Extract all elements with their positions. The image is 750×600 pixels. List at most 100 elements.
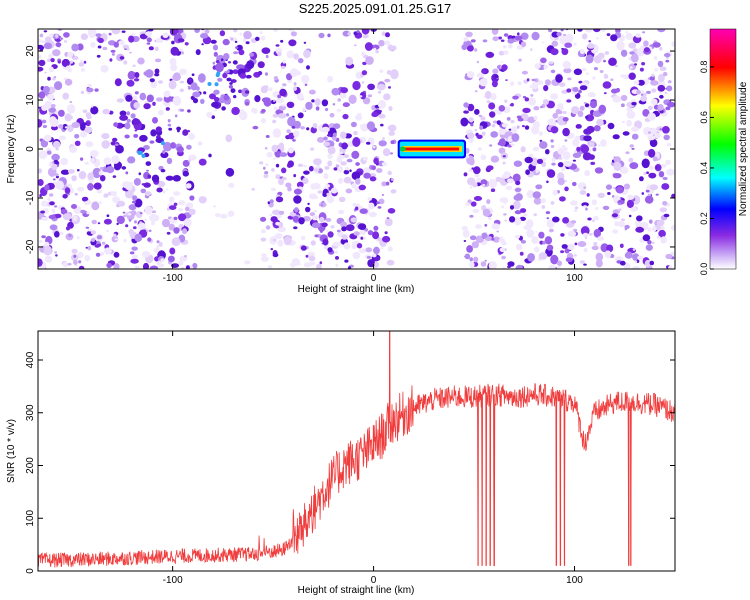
spectral-speckle <box>170 63 178 72</box>
spectral-speckle <box>355 162 360 166</box>
spectral-speckle <box>252 125 259 130</box>
spectral-speckle <box>542 240 546 245</box>
spectral-speckle <box>163 90 171 98</box>
spectral-speckle <box>61 58 70 68</box>
spectral-speckle <box>103 193 109 198</box>
spectral-speckle <box>578 89 582 94</box>
spectral-speckle <box>513 160 523 167</box>
spectral-speckle <box>48 107 56 113</box>
snr-series-line <box>38 331 675 568</box>
spectral-speckle <box>488 179 498 189</box>
spectral-speckle <box>654 132 661 139</box>
spectral-speckle <box>337 165 343 173</box>
spectral-speckle <box>322 238 329 246</box>
spectral-speckle <box>38 59 46 67</box>
spectral-speckle <box>540 198 546 204</box>
spectral-speckle <box>110 191 117 197</box>
spectral-speckle <box>314 168 320 172</box>
spectral-speckle <box>475 224 482 229</box>
spectral-speckle <box>361 81 365 84</box>
spectral-speckle <box>373 246 380 255</box>
spectral-speckle <box>532 121 540 129</box>
spectral-speckle <box>573 42 577 46</box>
spectral-speckle <box>279 152 288 157</box>
spectral-speckle <box>38 49 41 51</box>
spectral-speckle <box>585 114 595 122</box>
spectral-speckle <box>157 181 166 187</box>
spectral-speckle <box>185 183 192 189</box>
spectral-speckle <box>257 71 263 76</box>
spectral-speckle <box>500 39 505 42</box>
spectral-speckle <box>323 136 328 141</box>
spectral-speckle <box>582 152 592 161</box>
spectral-speckle <box>313 158 322 166</box>
spectral-speckle <box>491 29 499 35</box>
spectral-speckle <box>593 29 601 33</box>
spectral-speckle <box>321 222 328 228</box>
spectral-speckle <box>137 222 146 230</box>
spectral-speckle <box>564 248 570 254</box>
spectral-speckle <box>94 160 100 168</box>
spectral-speckle <box>492 120 498 124</box>
spectral-blob-peak <box>207 82 212 87</box>
spectral-speckle <box>327 231 334 238</box>
spectral-speckle <box>518 58 522 62</box>
spectral-speckle <box>577 110 584 118</box>
spectral-speckle <box>664 53 671 58</box>
spectral-speckle <box>471 241 479 249</box>
spectral-speckle <box>577 29 583 32</box>
spectral-speckle <box>546 180 549 184</box>
spectral-speckle <box>371 165 377 171</box>
spectral-speckle <box>166 157 173 165</box>
spectral-speckle <box>99 175 106 182</box>
spectral-speckle <box>102 108 111 115</box>
spectral-speckle <box>62 262 69 268</box>
spectral-speckle <box>146 169 149 172</box>
spectral-speckle <box>52 178 56 181</box>
spectral-speckle <box>297 58 304 64</box>
spectral-speckle <box>106 214 110 217</box>
spectral-speckle <box>173 202 178 206</box>
spectral-speckle <box>539 240 544 245</box>
spectral-speckle <box>665 59 670 63</box>
spectral-speckle <box>658 171 665 178</box>
colorbar-tick-label: 0.4 <box>699 162 709 175</box>
spectral-speckle <box>277 94 282 99</box>
spectral-speckle <box>628 42 637 49</box>
spectral-speckle <box>602 81 612 89</box>
spectral-speckle <box>496 120 502 125</box>
spectral-speckle <box>643 40 649 47</box>
spectral-speckle <box>254 36 260 42</box>
spectral-speckle <box>39 240 43 243</box>
spectral-speckle <box>281 103 285 107</box>
spectral-speckle <box>520 41 527 48</box>
spectral-speckle <box>275 163 280 168</box>
spectral-speckle <box>641 90 645 94</box>
spectral-speckle <box>49 193 54 197</box>
spectral-speckle <box>47 197 51 202</box>
spectral-speckle <box>226 77 232 82</box>
spectral-speckle <box>38 119 43 128</box>
spectral-speckle <box>484 259 487 262</box>
spectral-speckle <box>119 56 125 60</box>
spectral-speckle <box>324 166 330 170</box>
spectrogram-ytick-label: -20 <box>25 239 36 254</box>
spectral-speckle <box>643 126 652 136</box>
spectral-speckle <box>662 201 668 206</box>
spectral-speckle <box>594 167 604 174</box>
spectral-speckle <box>552 189 558 196</box>
spectral-speckle <box>101 241 106 245</box>
spectral-speckle <box>526 190 535 199</box>
spectral-speckle <box>541 205 546 209</box>
spectral-speckle <box>498 105 506 112</box>
spectral-speckle <box>261 97 271 103</box>
spectral-speckle <box>103 157 112 165</box>
spectral-speckle <box>619 260 626 266</box>
spectral-speckle <box>472 208 480 214</box>
spectral-speckle <box>481 232 488 239</box>
spectral-speckle <box>477 236 484 243</box>
spectral-speckle <box>637 255 644 260</box>
spectral-speckle <box>146 42 151 45</box>
spectral-speckle <box>290 31 297 37</box>
spectral-speckle <box>213 205 217 208</box>
